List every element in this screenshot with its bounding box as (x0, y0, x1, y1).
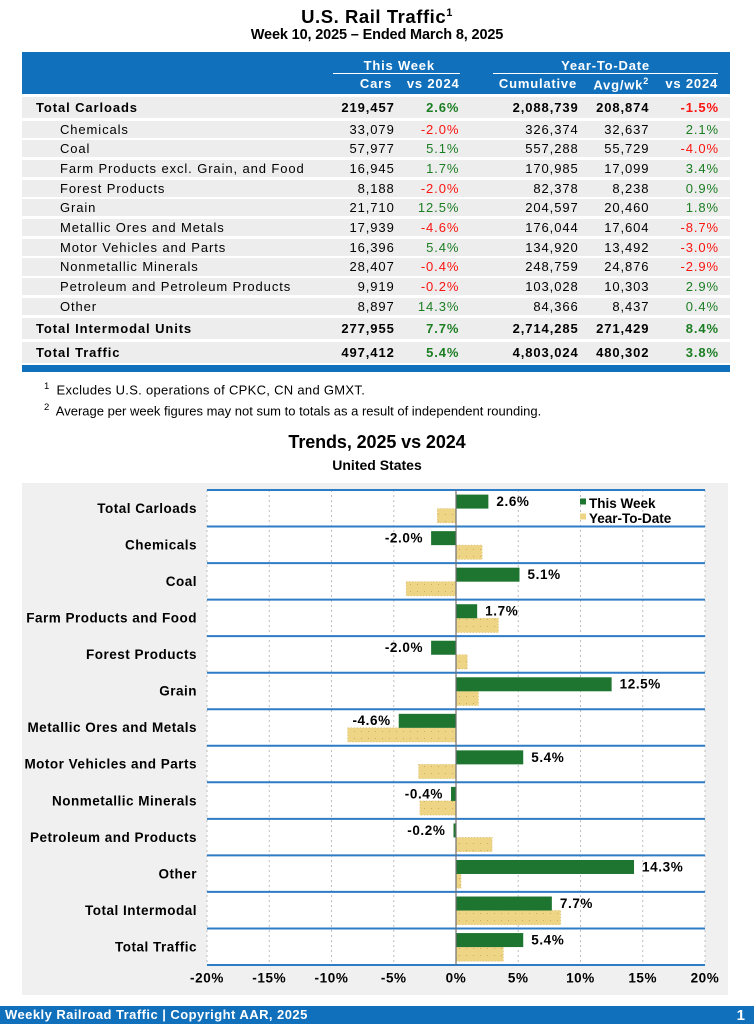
svg-text:15%: 15% (628, 971, 657, 986)
svg-text:Metallic Ores and Metals: Metallic Ores and Metals (27, 720, 197, 735)
svg-text:Total Carloads: Total Carloads (97, 501, 197, 516)
svg-text:Forest Products: Forest Products (86, 647, 197, 662)
svg-text:0%: 0% (446, 971, 467, 986)
svg-text:-4.6%: -4.6% (352, 713, 390, 728)
svg-text:-0.2%: -0.2% (407, 823, 445, 838)
svg-text:1.7%: 1.7% (485, 604, 518, 619)
svg-text:14.3%: 14.3% (642, 859, 683, 874)
svg-text:5.4%: 5.4% (531, 932, 564, 947)
svg-text:Total Intermodal: Total Intermodal (85, 903, 197, 918)
svg-text:Year-To-Date: Year-To-Date (589, 511, 672, 526)
svg-text:Motor Vehicles and Parts: Motor Vehicles and Parts (24, 757, 197, 772)
svg-text:Nonmetallic Minerals: Nonmetallic Minerals (52, 793, 197, 808)
svg-text:Chemicals: Chemicals (125, 538, 197, 553)
svg-text:-10%: -10% (315, 971, 349, 986)
svg-text:-5%: -5% (381, 971, 407, 986)
svg-text:-15%: -15% (252, 971, 286, 986)
svg-text:-20%: -20% (190, 971, 224, 986)
svg-text:5.4%: 5.4% (531, 750, 564, 765)
svg-text:Total Traffic: Total Traffic (115, 939, 197, 954)
svg-text:Coal: Coal (166, 574, 197, 589)
svg-text:-2.0%: -2.0% (385, 531, 423, 546)
svg-text:Farm Products and Food: Farm Products and Food (26, 611, 197, 626)
svg-text:5.1%: 5.1% (528, 567, 561, 582)
svg-text:Petroleum and Products: Petroleum and Products (30, 830, 197, 845)
svg-text:20%: 20% (691, 971, 720, 986)
svg-text:2.6%: 2.6% (496, 494, 529, 509)
svg-text:12.5%: 12.5% (620, 677, 661, 692)
svg-text:-2.0%: -2.0% (385, 640, 423, 655)
svg-text:-0.4%: -0.4% (405, 786, 443, 801)
svg-text:This Week: This Week (589, 496, 656, 511)
svg-text:Other: Other (158, 866, 197, 881)
svg-text:5%: 5% (508, 971, 529, 986)
svg-text:7.7%: 7.7% (560, 896, 593, 911)
svg-text:Grain: Grain (159, 684, 197, 699)
svg-text:10%: 10% (566, 971, 595, 986)
